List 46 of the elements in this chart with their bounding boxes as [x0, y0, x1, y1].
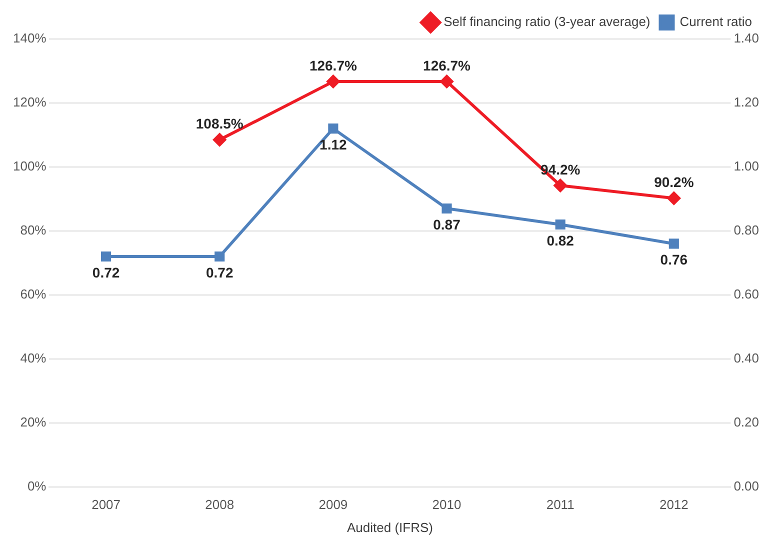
- x-tick-label: 2011: [546, 497, 574, 512]
- y-tick-label: 80%: [20, 222, 47, 238]
- legend-label: Self financing ratio (3-year average): [444, 14, 650, 30]
- data-label: 0.72: [206, 264, 234, 280]
- y2-tick-label: 0.00: [734, 478, 760, 494]
- point: [326, 75, 340, 88]
- x-axis-title: Audited (IFRS): [346, 520, 433, 535]
- point: [667, 192, 680, 205]
- data-label: 126.7%: [309, 57, 358, 74]
- x-tick-label: 2009: [318, 497, 348, 512]
- y2-tick-label: 1.40: [734, 30, 760, 46]
- data-label: 90.2%: [654, 174, 694, 190]
- legend-label: Current ratio: [680, 14, 752, 30]
- y-tick-label: 40%: [20, 350, 47, 366]
- x-tick-label: 2010: [432, 497, 462, 512]
- data-label: 0.87: [433, 216, 461, 232]
- data-label: 1.12: [320, 136, 348, 152]
- y-tick-label: 60%: [20, 286, 47, 302]
- x-tick-label: 2007: [92, 497, 120, 512]
- x-tick-label: 2012: [659, 497, 688, 512]
- y-tick-label: 140%: [13, 30, 47, 46]
- data-label: 126.7%: [423, 57, 472, 74]
- y2-tick-label: 0.40: [734, 350, 760, 366]
- point: [328, 124, 338, 134]
- y-tick-label: 20%: [20, 414, 47, 430]
- point: [440, 75, 454, 88]
- point: [555, 219, 566, 230]
- data-label: 0.76: [660, 252, 688, 268]
- y2-tick-label: 0.80: [734, 222, 760, 238]
- y-tick-label: 120%: [13, 94, 47, 110]
- y2-tick-label: 1.20: [734, 94, 760, 110]
- y2-tick-label: 1.00: [734, 158, 760, 174]
- y-tick-label: 100%: [13, 158, 47, 174]
- y-tick-label: 0%: [27, 478, 47, 494]
- point: [213, 133, 226, 146]
- point: [101, 251, 112, 262]
- point: [554, 178, 567, 192]
- data-label: 0.72: [92, 264, 120, 280]
- y2-tick-label: 0.20: [734, 414, 760, 430]
- point: [668, 238, 679, 249]
- data-label: 108.5%: [196, 116, 244, 132]
- point: [214, 251, 225, 262]
- x-tick-label: 2008: [205, 497, 234, 512]
- data-label: 0.82: [546, 232, 574, 248]
- y2-tick-label: 0.60: [734, 286, 760, 302]
- point: [442, 203, 452, 214]
